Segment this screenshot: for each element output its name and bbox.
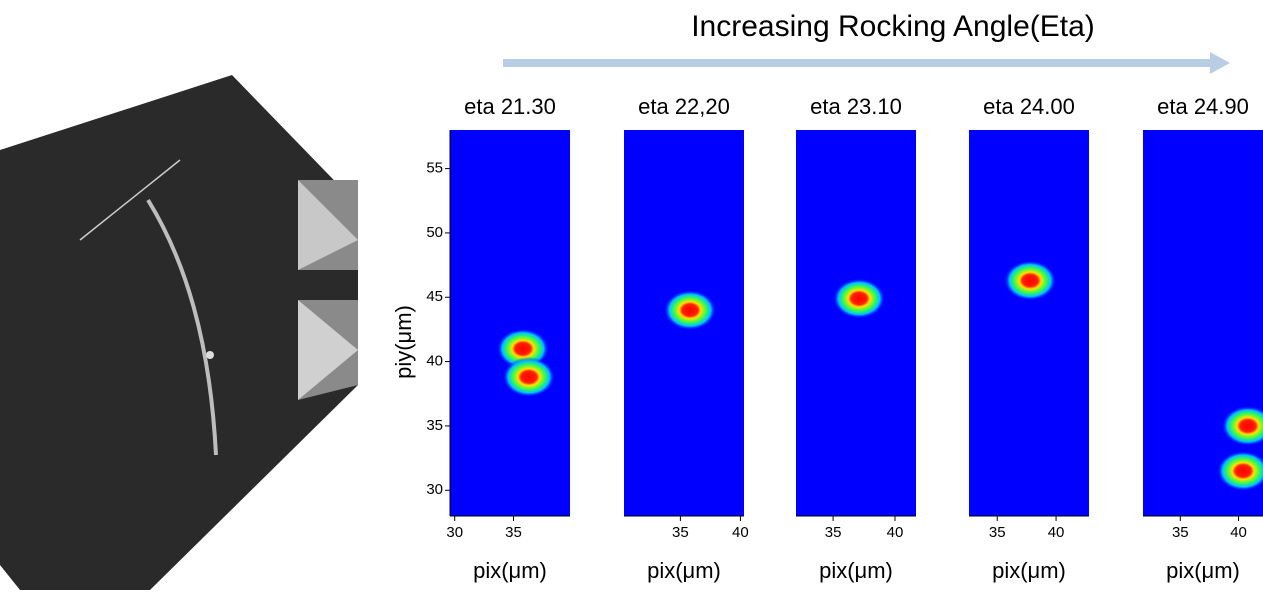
x-tick-label: 35 (1172, 524, 1189, 541)
x-label: pix(μm) (992, 558, 1066, 583)
x-tick-label: 35 (672, 524, 689, 541)
spot (664, 290, 716, 331)
panel-title: eta 24.90 (1157, 94, 1249, 119)
panel: eta 24.90 35 40 pix(μm) (1143, 94, 1263, 583)
x-label: pix(μm) (819, 558, 893, 583)
spot (833, 278, 886, 319)
panel-title: eta 21.30 (464, 94, 556, 119)
y-tick-label: 50 (426, 224, 443, 241)
panel: eta 23.10 35 40 pix(μm) (796, 94, 916, 583)
spot (1004, 260, 1057, 301)
panel: eta 24.00 35 40 pix(μm) (969, 94, 1089, 583)
plot-background (796, 130, 916, 516)
header-title: Increasing Rocking Angle(Eta) (691, 10, 1095, 43)
spot (1221, 405, 1263, 446)
arrow-head (1210, 52, 1230, 74)
y-tick-label: 55 (426, 160, 443, 177)
spot (502, 357, 555, 398)
x-label: pix(μm) (1166, 558, 1240, 583)
plot-background (969, 130, 1089, 516)
x-tick-label: 40 (1230, 524, 1247, 541)
spots (1217, 405, 1263, 491)
y-tick-label: 45 (426, 288, 443, 305)
x-tick-label: 40 (732, 524, 749, 541)
x-tick-label: 35 (825, 524, 842, 541)
spots (496, 328, 555, 398)
y-tick-label: 40 (426, 353, 443, 370)
x-label: pix(μm) (473, 558, 547, 583)
x-tick-label: 30 (446, 524, 463, 541)
header: Increasing Rocking Angle(Eta) (503, 10, 1230, 74)
spot (1217, 450, 1263, 491)
panel: eta 22,20 35 40 pix(μm) (624, 94, 749, 583)
sem-image (0, 75, 358, 590)
y-tick-label: 35 (426, 417, 443, 434)
x-tick-label: 35 (989, 524, 1006, 541)
y-label: piy(μm) (391, 305, 416, 379)
panel-title: eta 22,20 (638, 94, 730, 119)
x-tick-label: 35 (505, 524, 522, 541)
x-label: pix(μm) (647, 558, 721, 583)
panel: eta 21.30 30 35 pix(μm) 30 35 40 45 50 55 piy(μm) (391, 94, 570, 583)
spots (664, 290, 716, 331)
x-tick-label: 40 (1048, 524, 1065, 541)
y-tick-label: 30 (426, 481, 443, 498)
spots (833, 278, 886, 319)
panel-title: eta 23.10 (810, 94, 902, 119)
spots (1004, 260, 1057, 301)
x-tick-label: 40 (887, 524, 904, 541)
panel-title: eta 24.00 (983, 94, 1075, 119)
plot-background (450, 130, 570, 516)
